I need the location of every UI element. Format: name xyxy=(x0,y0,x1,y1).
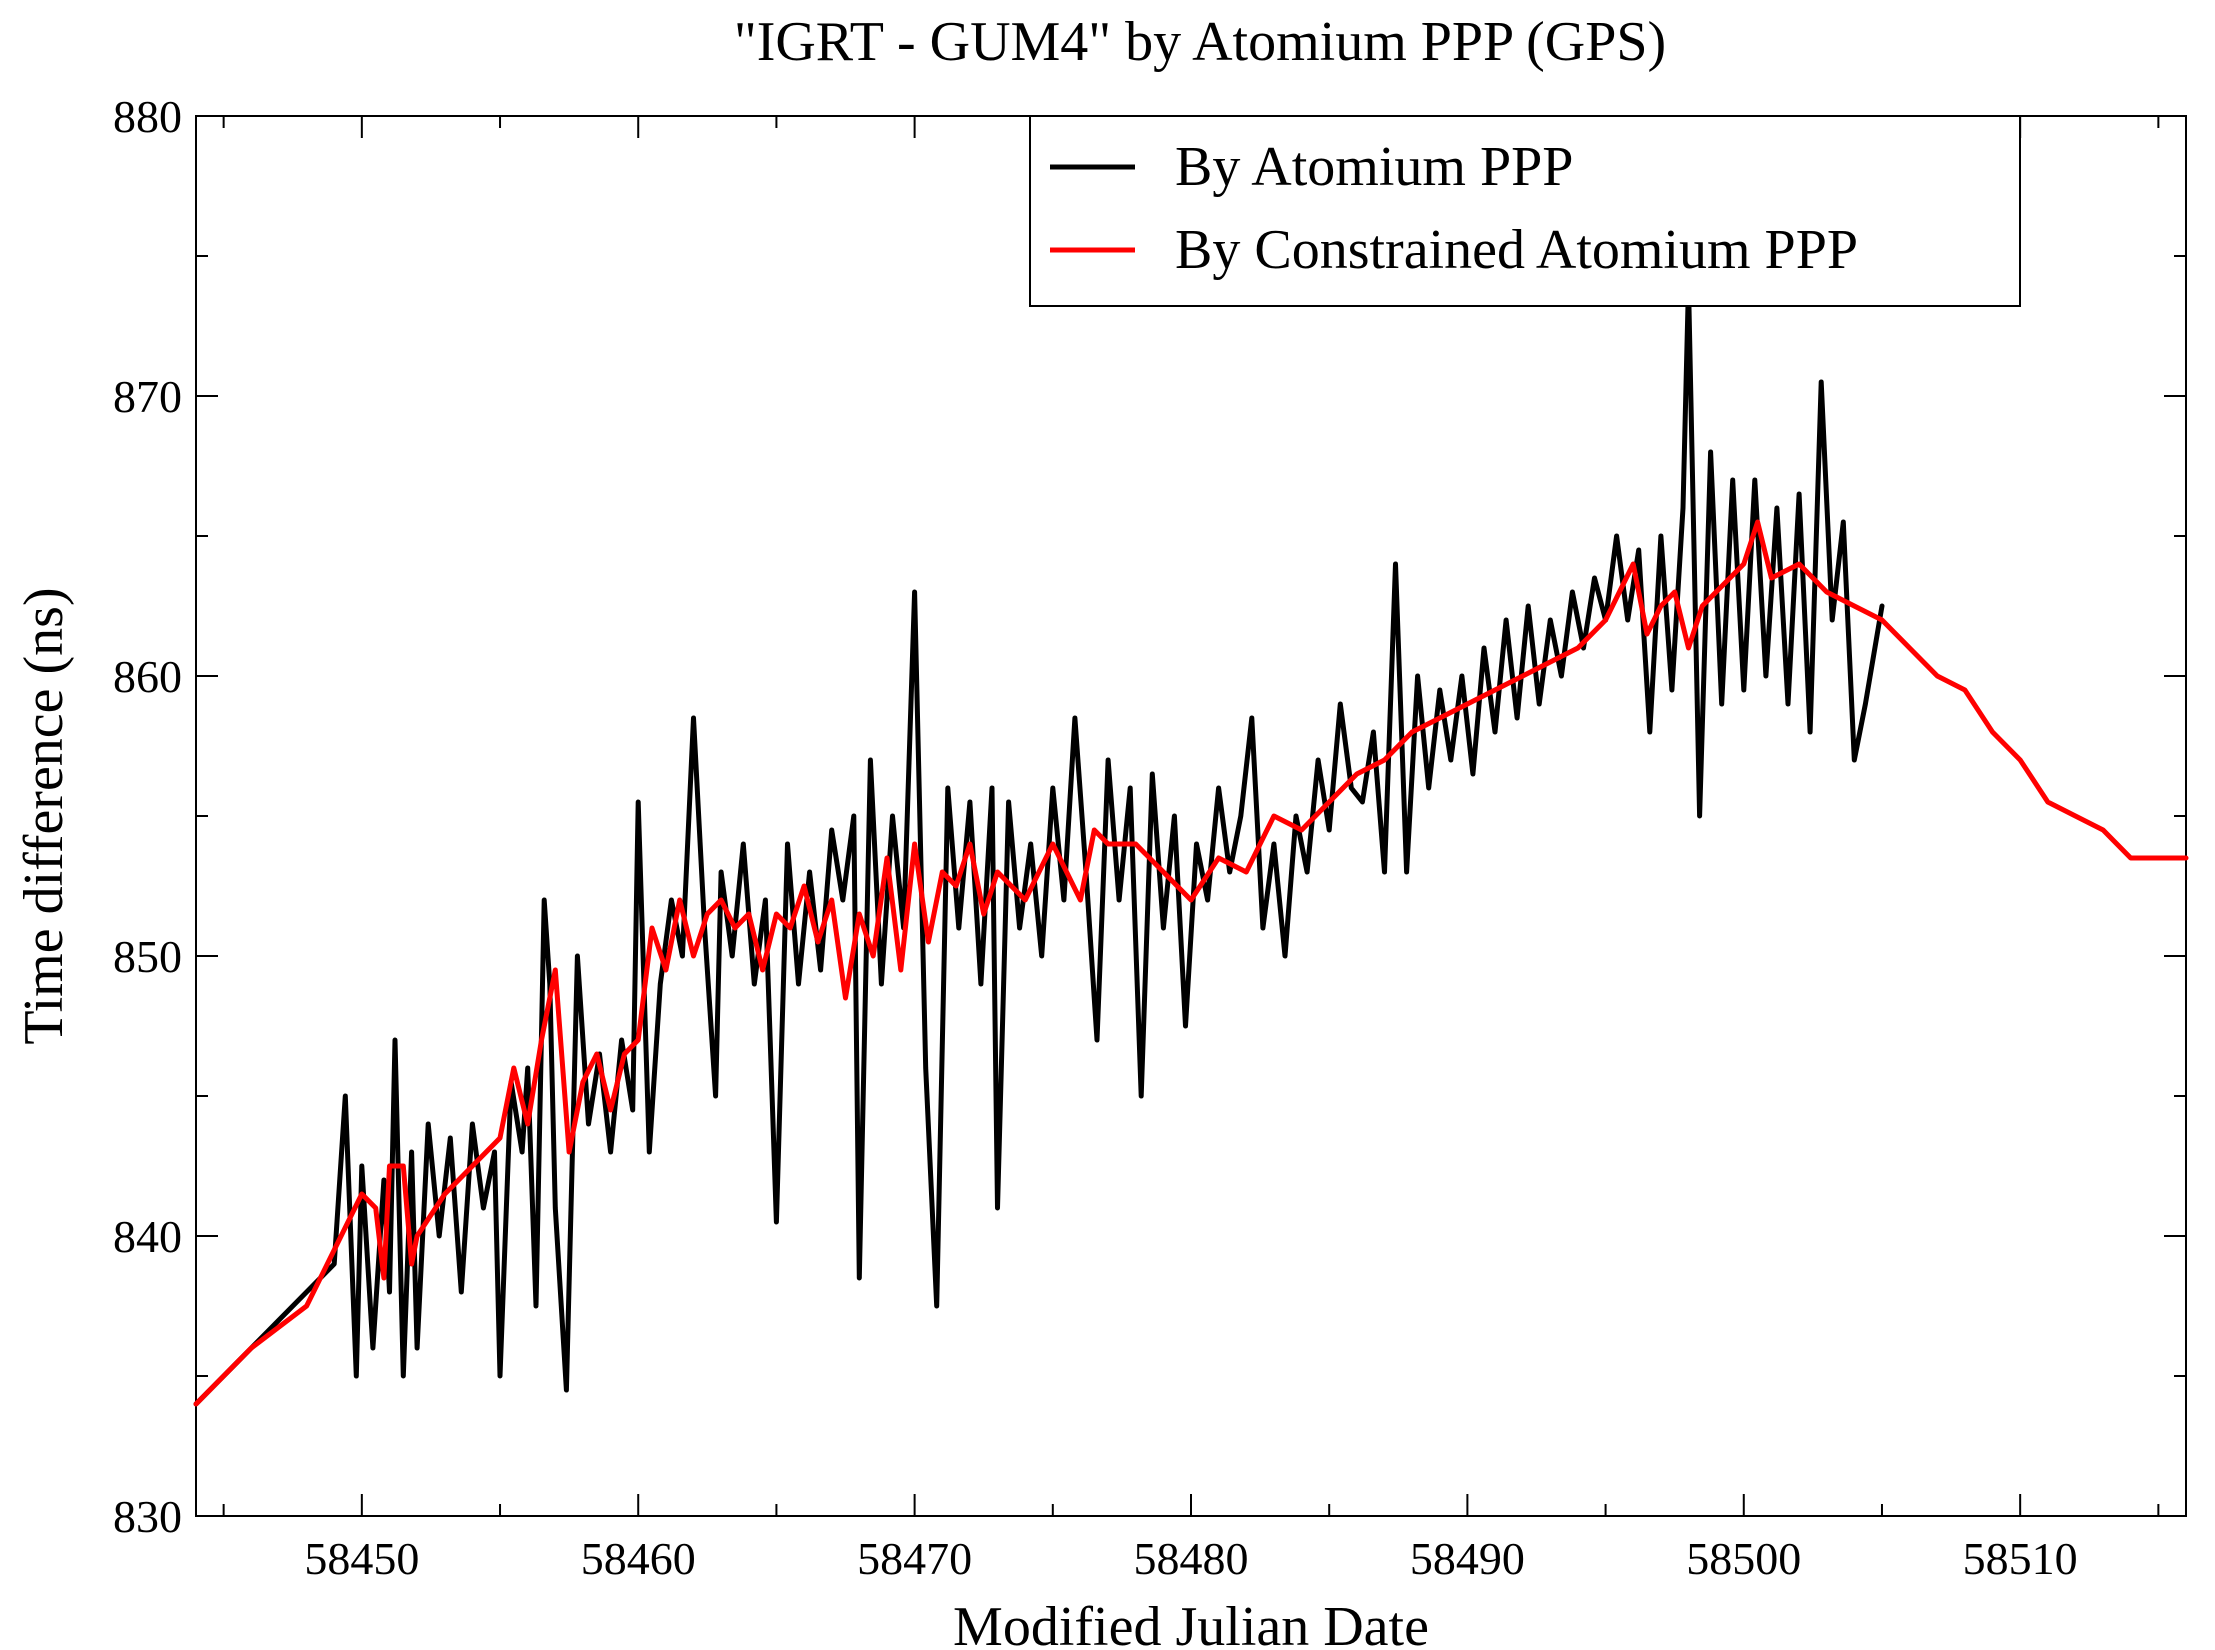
legend-label-atomium: By Atomium PPP xyxy=(1175,136,1573,198)
x-tick-label: 58450 xyxy=(304,1533,419,1584)
legend: By Atomium PPP By Constrained Atomium PP… xyxy=(1029,115,2021,307)
y-tick-label: 830 xyxy=(113,1491,182,1542)
y-tick-label: 850 xyxy=(113,931,182,982)
x-tick-label: 58480 xyxy=(1134,1533,1249,1584)
series-layer xyxy=(193,281,2189,1407)
x-tick-label: 58460 xyxy=(581,1533,696,1584)
y-tick-label: 880 xyxy=(113,91,182,142)
series-line-atomium-ppp xyxy=(193,281,1885,1407)
x-tick-label: 58510 xyxy=(1963,1533,2078,1584)
series-line-constrained-atomium-ppp xyxy=(193,519,2189,1407)
y-tick-label: 860 xyxy=(113,651,182,702)
tick-labels: 58450 58460 58470 58480 58490 58500 58510 830 84… xyxy=(113,91,2078,1584)
plot-frame xyxy=(195,115,2187,1517)
x-tick-label: 58500 xyxy=(1686,1533,1801,1584)
y-tick-label: 840 xyxy=(113,1211,182,1262)
chart-title: "IGRT - GUM4" by Atomium PPP (GPS) xyxy=(734,11,1666,73)
axis-ticks xyxy=(196,115,2186,1517)
x-axis-label: Modified Julian Date xyxy=(953,1596,1429,1650)
x-tick-label: 58470 xyxy=(857,1533,972,1584)
y-axis-label: Time difference (ns) xyxy=(13,587,75,1044)
legend-label-constrained: By Constrained Atomium PPP xyxy=(1175,219,1858,281)
x-tick-label: 58490 xyxy=(1410,1533,1525,1584)
legend-box xyxy=(1029,115,2021,307)
y-tick-label: 870 xyxy=(113,371,182,422)
